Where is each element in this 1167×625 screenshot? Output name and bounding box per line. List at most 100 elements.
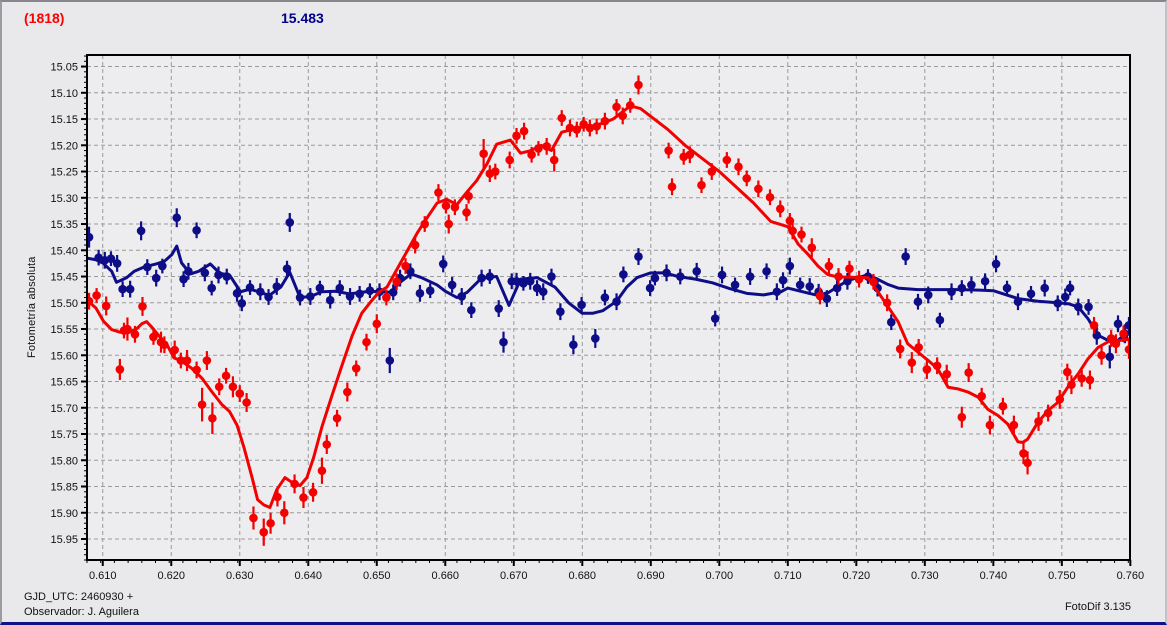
data-point-target-red bbox=[882, 298, 892, 308]
svg-text:0.730: 0.730 bbox=[911, 570, 939, 582]
data-point-comparison-blue bbox=[345, 292, 355, 301]
data-point-comparison-blue bbox=[158, 261, 167, 271]
data-point-target-red bbox=[664, 146, 673, 155]
data-point-comparison-blue bbox=[184, 266, 193, 276]
data-point-comparison-blue bbox=[512, 276, 521, 286]
data-point-comparison-blue bbox=[207, 283, 216, 293]
data-point-target-red bbox=[557, 113, 567, 123]
data-point-target-red bbox=[707, 167, 717, 176]
data-point-target-red bbox=[534, 144, 543, 153]
data-point-target-red bbox=[362, 337, 371, 347]
data-point-comparison-blue bbox=[1113, 319, 1123, 329]
data-point-comparison-blue bbox=[634, 252, 643, 261]
data-point-comparison-blue bbox=[556, 307, 565, 316]
data-point-target-red bbox=[259, 527, 269, 537]
data-point-target-red bbox=[299, 493, 308, 502]
data-point-target-red bbox=[1085, 375, 1095, 385]
asteroid-designation: (1818) bbox=[24, 10, 65, 26]
data-point-target-red bbox=[1009, 420, 1019, 430]
data-point-target-red bbox=[1111, 339, 1121, 349]
svg-text:0.610: 0.610 bbox=[89, 570, 117, 582]
data-point-target-red bbox=[450, 202, 460, 212]
data-point-target-red bbox=[92, 291, 101, 300]
data-point-target-red bbox=[392, 277, 401, 287]
data-point-target-red bbox=[1023, 458, 1032, 468]
data-point-target-red bbox=[754, 184, 763, 194]
data-point-target-red bbox=[444, 219, 454, 229]
axis-tick-labels: 0.610 0.620 0.630 0.640 0.650 0.660 0.670 0.680… bbox=[50, 62, 1144, 582]
svg-text:0.700: 0.700 bbox=[706, 570, 734, 582]
data-point-target-red bbox=[464, 191, 473, 201]
data-point-comparison-blue bbox=[745, 272, 755, 281]
data-point-target-red bbox=[202, 356, 212, 365]
data-point-comparison-blue bbox=[1060, 292, 1070, 302]
data-point-comparison-blue bbox=[1105, 352, 1115, 362]
data-point-target-red bbox=[895, 344, 905, 354]
data-point-target-red bbox=[221, 371, 231, 381]
data-point-target-red bbox=[382, 293, 391, 302]
data-point-comparison-blue bbox=[957, 283, 967, 293]
data-point-target-red bbox=[734, 162, 743, 172]
data-point-target-red bbox=[138, 302, 147, 311]
data-point-comparison-blue bbox=[415, 289, 425, 298]
data-point-comparison-blue bbox=[785, 261, 795, 271]
data-point-comparison-blue bbox=[762, 266, 771, 276]
data-point-comparison-blue bbox=[136, 226, 146, 236]
data-point-comparison-blue bbox=[106, 254, 116, 263]
data-point-comparison-blue bbox=[222, 272, 232, 281]
data-point-target-red bbox=[922, 365, 932, 374]
svg-text:0.740: 0.740 bbox=[980, 570, 1008, 582]
data-point-comparison-blue bbox=[772, 287, 782, 297]
data-point-comparison-blue bbox=[499, 337, 508, 347]
svg-text:15.70: 15.70 bbox=[50, 403, 78, 415]
data-point-target-red bbox=[600, 116, 610, 126]
data-point-target-red bbox=[123, 324, 132, 334]
data-point-comparison-blue bbox=[306, 292, 315, 301]
data-point-target-red bbox=[115, 365, 125, 374]
data-point-target-red bbox=[401, 261, 410, 271]
data-point-target-red bbox=[420, 219, 430, 229]
series-line-comparison-blue bbox=[86, 244, 1130, 344]
data-point-target-red bbox=[317, 466, 327, 476]
data-point-comparison-blue bbox=[901, 252, 910, 261]
svg-text:15.30: 15.30 bbox=[50, 193, 78, 205]
data-point-comparison-blue bbox=[795, 280, 805, 290]
data-point-target-red bbox=[697, 180, 706, 190]
software-version-label: FotoDif 3.135 bbox=[1064, 601, 1131, 613]
data-point-comparison-blue bbox=[142, 262, 152, 272]
svg-text:0.670: 0.670 bbox=[500, 570, 528, 582]
data-point-comparison-blue bbox=[913, 297, 923, 307]
data-point-comparison-blue bbox=[591, 334, 600, 343]
data-point-target-red bbox=[685, 150, 695, 160]
data-point-target-red bbox=[549, 155, 559, 165]
data-point-comparison-blue bbox=[619, 270, 628, 279]
svg-text:0.750: 0.750 bbox=[1048, 570, 1076, 582]
data-point-comparison-blue bbox=[365, 286, 375, 296]
data-point-comparison-blue bbox=[447, 280, 457, 290]
data-point-comparison-blue bbox=[1073, 302, 1083, 312]
data-point-comparison-blue bbox=[519, 279, 528, 288]
svg-text:15.05: 15.05 bbox=[50, 62, 78, 74]
data-point-comparison-blue bbox=[650, 273, 660, 283]
data-point-comparison-blue bbox=[245, 283, 255, 292]
data-point-comparison-blue bbox=[538, 287, 548, 297]
data-point-comparison-blue bbox=[778, 275, 788, 285]
data-point-target-red bbox=[160, 340, 169, 350]
data-point-comparison-blue bbox=[264, 292, 273, 302]
data-point-target-red bbox=[788, 226, 797, 236]
data-point-target-red bbox=[977, 391, 986, 401]
svg-text:15.10: 15.10 bbox=[50, 88, 78, 100]
gjd-utc-label: GJD_UTC: 2460930 + bbox=[24, 591, 134, 603]
data-point-target-red bbox=[235, 389, 245, 398]
data-point-comparison-blue bbox=[285, 218, 295, 227]
data-point-target-red bbox=[1067, 380, 1076, 389]
data-point-target-red bbox=[612, 102, 621, 112]
svg-text:15.80: 15.80 bbox=[50, 455, 78, 467]
data-point-target-red bbox=[964, 368, 973, 377]
svg-text:15.35: 15.35 bbox=[50, 219, 78, 231]
data-point-target-red bbox=[490, 167, 500, 176]
data-point-comparison-blue bbox=[547, 272, 556, 281]
data-point-comparison-blue bbox=[822, 294, 832, 303]
svg-text:15.90: 15.90 bbox=[50, 508, 78, 520]
